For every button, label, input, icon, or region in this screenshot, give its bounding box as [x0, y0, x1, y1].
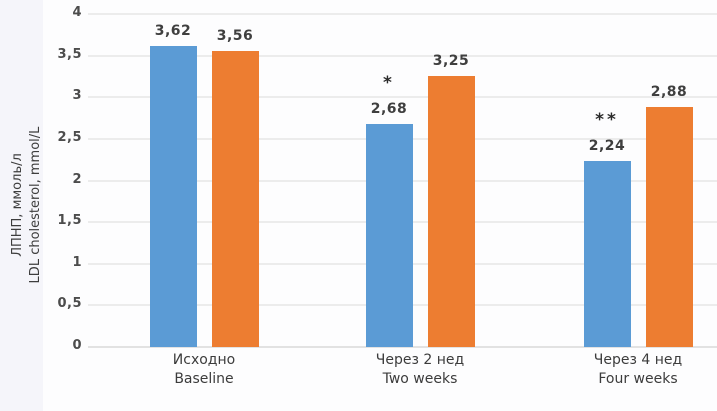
x-category-label-en: Two weeks — [382, 371, 458, 387]
y-tick-label-3: 3 — [72, 88, 82, 104]
significance-marker: ** — [595, 109, 619, 130]
y-axis-label-line-ru: ЛПНП, ммоль/л — [10, 153, 25, 257]
x-category-label: Через 4 нед Four weeks — [553, 351, 717, 389]
x-category-label-ru: Через 4 нед — [593, 352, 683, 368]
bar-series1-cat1 — [149, 45, 197, 347]
bar-series1-cat2 — [365, 123, 413, 347]
y-tick-label-3,5: 3,5 — [57, 46, 82, 62]
y-tick-label-0: 0 — [72, 338, 82, 353]
bar-value-label: 2,88 — [650, 84, 688, 101]
bar-value-label: 3,25 — [432, 53, 470, 70]
left-margin-strip — [0, 0, 43, 411]
x-category-label-ru: Через 2 нед — [375, 352, 465, 368]
bar-value-label: 3,56 — [216, 27, 254, 44]
y-tick-label-4: 4 — [72, 5, 82, 20]
gridline-4 — [88, 13, 717, 15]
bar-series1-cat3 — [583, 160, 631, 347]
bar-series2-cat3 — [645, 107, 693, 347]
y-tick-label-1,5: 1,5 — [57, 213, 82, 229]
y-tick-label-2: 2 — [72, 171, 82, 187]
y-tick-label-0,5: 0,5 — [57, 296, 82, 312]
x-category-label: Исходно Baseline — [119, 351, 289, 389]
gridline-3 — [88, 96, 717, 99]
y-tick-label-1: 1 — [72, 254, 82, 270]
x-category-label-en: Four weeks — [598, 371, 678, 387]
bar-value-label: 2,24 — [588, 137, 626, 154]
x-category-label-ru: Исходно — [172, 352, 236, 368]
bar-value-label: 3,62 — [154, 22, 192, 39]
significance-marker: * — [383, 72, 395, 93]
bar-value-label: 2,68 — [370, 100, 408, 117]
bar-series2-cat2 — [427, 76, 475, 347]
x-category-label-en: Baseline — [174, 371, 234, 387]
x-category-label: Через 2 нед Two weeks — [335, 351, 505, 389]
gridline-3,5 — [88, 54, 717, 57]
y-tick-label-2,5: 2,5 — [57, 129, 82, 145]
bar-series2-cat1 — [211, 50, 259, 347]
gridline-0 — [88, 346, 717, 348]
